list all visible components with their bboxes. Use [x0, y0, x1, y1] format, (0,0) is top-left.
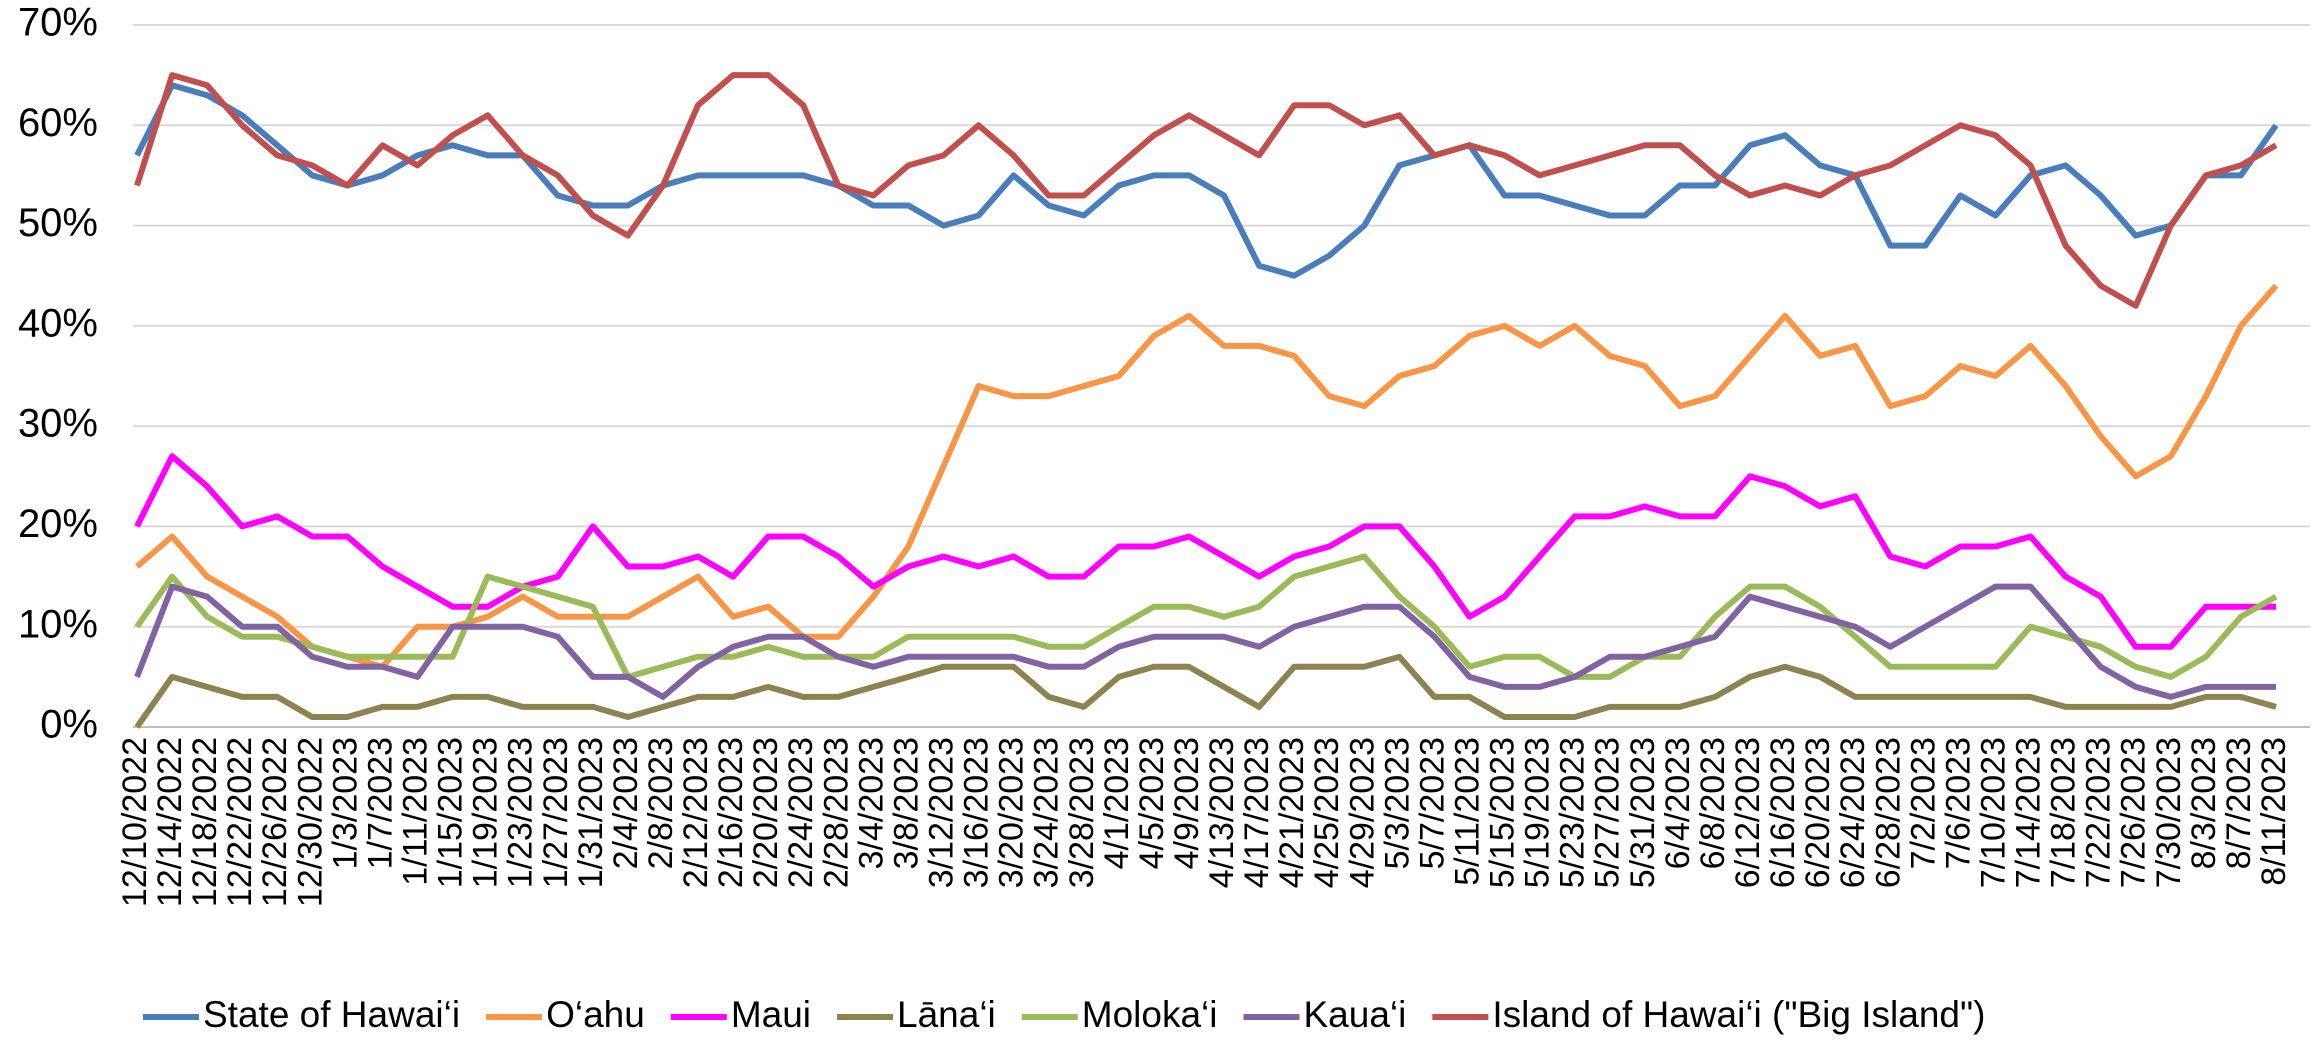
x-tick-label: 6/4/2023: [1659, 737, 1697, 869]
x-tick-label: 3/4/2023: [852, 737, 890, 869]
legend-label: Maui: [731, 994, 811, 1035]
series-line: [134, 553, 2278, 680]
x-tick-label: 2/8/2023: [642, 737, 680, 869]
x-tick-label: 1/7/2023: [361, 737, 399, 869]
x-tick-label: 5/7/2023: [1413, 737, 1451, 869]
x-tick-label: 2/16/2023: [712, 737, 750, 888]
x-tick-label: 5/11/2023: [1448, 737, 1486, 886]
x-tick-label: 7/18/2023: [2045, 737, 2083, 888]
y-tick-label: 60%: [18, 101, 98, 145]
x-tick-label: 12/30/2022: [291, 737, 329, 907]
legend-label: Lāna‘i: [897, 994, 996, 1035]
x-tick-label: 6/12/2023: [1729, 737, 1767, 888]
x-tick-label: 2/28/2023: [817, 737, 855, 888]
x-tick-label: 4/25/2023: [1308, 737, 1346, 888]
x-tick-label: 2/24/2023: [782, 737, 820, 888]
x-tick-label: 6/8/2023: [1694, 737, 1732, 869]
legend-label: O‘ahu: [546, 994, 645, 1035]
x-tick-label: 12/10/2022: [116, 737, 154, 907]
legend-label: State of Hawai‘i: [203, 994, 460, 1035]
x-tick-label: 7/22/2023: [2080, 737, 2118, 888]
x-tick-label: 12/18/2022: [186, 737, 224, 907]
x-tick-label: 8/7/2023: [2220, 737, 2258, 869]
x-tick-label: 4/9/2023: [1168, 737, 1206, 869]
y-tick-label: 70%: [18, 1, 98, 45]
x-tick-label: 4/21/2023: [1273, 737, 1311, 888]
series-line: [134, 82, 2279, 279]
series-line: [134, 583, 2276, 700]
y-tick-label: 30%: [18, 402, 98, 446]
x-tick-label: 5/19/2023: [1519, 737, 1557, 888]
series-line: [135, 283, 2279, 670]
series-line: [134, 653, 2277, 729]
x-tick-label: 6/20/2023: [1799, 737, 1837, 888]
x-tick-label: 2/12/2023: [677, 737, 715, 888]
x-tick-label: 5/3/2023: [1378, 737, 1416, 869]
x-tick-label: 12/26/2022: [256, 737, 294, 907]
legend-label: Moloka‘i: [1082, 994, 1218, 1035]
legend-label: Kaua‘i: [1304, 994, 1407, 1035]
x-tick-label: 1/19/2023: [467, 737, 505, 888]
x-tick-label: 2/4/2023: [607, 737, 645, 869]
y-tick-label: 40%: [18, 301, 98, 345]
x-tick-label: 7/6/2023: [1939, 737, 1977, 869]
x-tick-label: 3/12/2023: [922, 737, 960, 888]
x-tick-label: 12/14/2022: [151, 737, 189, 907]
x-tick-label: 4/29/2023: [1343, 737, 1381, 888]
series-line: [134, 453, 2276, 650]
x-tick-label: 6/24/2023: [1834, 737, 1872, 888]
x-tick-label: 5/23/2023: [1554, 737, 1592, 888]
x-tick-label: 5/27/2023: [1589, 737, 1627, 888]
x-tick-label: 1/11/2023: [397, 737, 435, 886]
x-tick-label: 4/17/2023: [1238, 737, 1276, 888]
x-tick-label: 7/26/2023: [2115, 737, 2153, 888]
x-tick-label: 3/28/2023: [1063, 737, 1101, 888]
x-tick-label: 1/15/2023: [432, 737, 470, 888]
x-tick-label: 4/13/2023: [1203, 737, 1241, 888]
x-tick-label: 2/20/2023: [747, 737, 785, 888]
x-tick-label: 6/16/2023: [1764, 737, 1802, 888]
x-tick-label: 1/31/2023: [572, 737, 610, 888]
x-tick-label: 4/5/2023: [1133, 737, 1171, 869]
x-tick-label: 7/30/2023: [2150, 737, 2188, 888]
x-tick-label: 5/31/2023: [1624, 737, 1662, 888]
series-line: [134, 72, 2278, 309]
y-tick-label: 20%: [18, 502, 98, 546]
x-tick-label: 3/24/2023: [1028, 737, 1066, 888]
x-tick-label: 7/2/2023: [1904, 737, 1942, 869]
x-tick-label: 1/23/2023: [502, 737, 540, 888]
x-tick-label: 7/10/2023: [1974, 737, 2012, 888]
x-tick-label: 3/8/2023: [887, 737, 925, 869]
x-tick-label: 8/11/2023: [2255, 737, 2293, 886]
x-tick-label: 4/1/2023: [1098, 737, 1136, 869]
x-tick-label: 6/28/2023: [1869, 737, 1907, 888]
x-tick-label: 1/27/2023: [537, 737, 575, 888]
y-tick-label: 50%: [18, 201, 98, 245]
x-tick-label: 12/22/2022: [221, 737, 259, 907]
y-tick-label: 0%: [40, 703, 98, 747]
x-tick-label: 7/14/2023: [2010, 737, 2048, 888]
y-tick-label: 10%: [18, 602, 98, 646]
x-tick-label: 3/20/2023: [993, 737, 1031, 888]
x-tick-label: 1/3/2023: [326, 737, 364, 869]
legend-label: Island of Hawai‘i ("Big Island"): [1492, 994, 1985, 1035]
x-tick-label: 8/3/2023: [2185, 737, 2223, 869]
x-tick-label: 5/15/2023: [1484, 737, 1522, 888]
x-tick-label: 3/16/2023: [958, 737, 996, 888]
